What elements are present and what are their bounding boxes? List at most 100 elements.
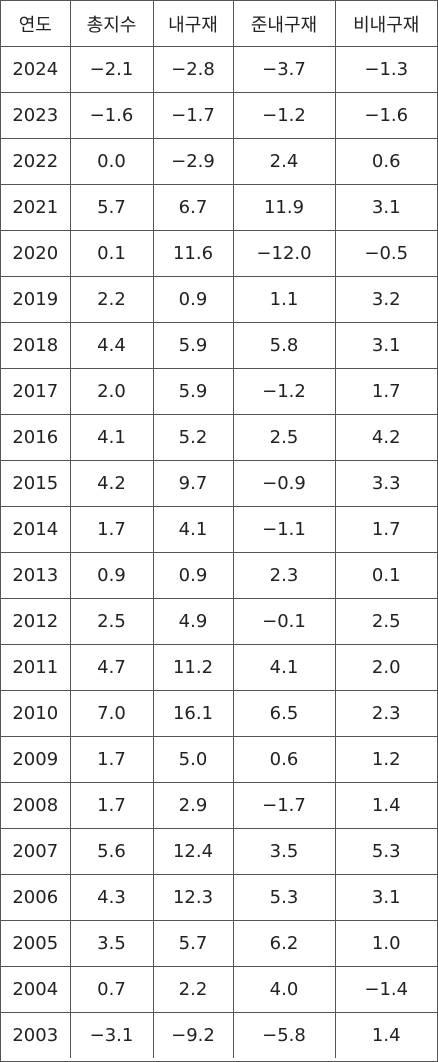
table-body: 2024 −2.1 −2.8 −3.7 −1.3 2023 −1.6 −1.7 −1.2 −1.6… bbox=[1, 46, 437, 1058]
cell-semi-durable-goods: −12.0 bbox=[232, 230, 336, 277]
cell-total-index: 2.5 bbox=[69, 598, 154, 645]
cell-total-index: 3.5 bbox=[69, 920, 154, 967]
cell-year: 2022 bbox=[1, 138, 71, 185]
table-row: 2004 0.7 2.2 4.0 −1.4 bbox=[1, 966, 437, 1013]
table-row: 2011 4.7 11.2 4.1 2.0 bbox=[1, 644, 437, 691]
cell-total-index: 0.0 bbox=[69, 138, 154, 185]
cell-semi-durable-goods: 0.6 bbox=[232, 736, 336, 783]
cell-total-index: 7.0 bbox=[69, 690, 154, 737]
cell-nondurable-goods: 1.2 bbox=[334, 736, 437, 783]
cell-year: 2004 bbox=[1, 966, 71, 1013]
cell-total-index: 2.0 bbox=[69, 368, 154, 415]
cell-year: 2020 bbox=[1, 230, 71, 277]
header-nondurable-goods: 비내구재 bbox=[334, 1, 437, 47]
cell-semi-durable-goods: 4.0 bbox=[232, 966, 336, 1013]
cell-year: 2023 bbox=[1, 92, 71, 139]
cell-durable-goods: 5.9 bbox=[152, 322, 234, 369]
cell-durable-goods: 11.6 bbox=[152, 230, 234, 277]
cell-semi-durable-goods: 11.9 bbox=[232, 184, 336, 231]
cell-year: 2012 bbox=[1, 598, 71, 645]
cell-nondurable-goods: 3.1 bbox=[334, 184, 437, 231]
cell-durable-goods: 2.9 bbox=[152, 782, 234, 829]
header-total-index: 총지수 bbox=[69, 1, 154, 47]
cell-semi-durable-goods: 2.4 bbox=[232, 138, 336, 185]
cell-total-index: −1.6 bbox=[69, 92, 154, 139]
cell-year: 2018 bbox=[1, 322, 71, 369]
table-row: 2023 −1.6 −1.7 −1.2 −1.6 bbox=[1, 92, 437, 139]
cell-durable-goods: −2.8 bbox=[152, 46, 234, 93]
cell-durable-goods: 5.7 bbox=[152, 920, 234, 967]
cell-semi-durable-goods: 5.8 bbox=[232, 322, 336, 369]
cell-semi-durable-goods: 5.3 bbox=[232, 874, 336, 921]
cell-semi-durable-goods: 2.5 bbox=[232, 414, 336, 461]
cell-total-index: 0.9 bbox=[69, 552, 154, 599]
cell-total-index: 4.1 bbox=[69, 414, 154, 461]
cell-durable-goods: 12.4 bbox=[152, 828, 234, 875]
cell-nondurable-goods: 1.4 bbox=[334, 782, 437, 829]
cell-nondurable-goods: 1.7 bbox=[334, 368, 437, 415]
cell-nondurable-goods: 2.0 bbox=[334, 644, 437, 691]
cell-nondurable-goods: 0.1 bbox=[334, 552, 437, 599]
table-row: 2010 7.0 16.1 6.5 2.3 bbox=[1, 690, 437, 737]
header-year: 연도 bbox=[1, 1, 71, 47]
table-row: 2015 4.2 9.7 −0.9 3.3 bbox=[1, 460, 437, 507]
cell-year: 2006 bbox=[1, 874, 71, 921]
cell-semi-durable-goods: 1.1 bbox=[232, 276, 336, 323]
cell-nondurable-goods: 1.4 bbox=[334, 1012, 437, 1058]
cell-durable-goods: 5.9 bbox=[152, 368, 234, 415]
cell-semi-durable-goods: −0.1 bbox=[232, 598, 336, 645]
cell-nondurable-goods: 2.5 bbox=[334, 598, 437, 645]
cell-total-index: −2.1 bbox=[69, 46, 154, 93]
cell-durable-goods: −1.7 bbox=[152, 92, 234, 139]
cell-total-index: 4.2 bbox=[69, 460, 154, 507]
table-row: 2016 4.1 5.2 2.5 4.2 bbox=[1, 414, 437, 461]
cell-semi-durable-goods: −5.8 bbox=[232, 1012, 336, 1058]
table-row: 2013 0.9 0.9 2.3 0.1 bbox=[1, 552, 437, 599]
cell-year: 2019 bbox=[1, 276, 71, 323]
cell-total-index: 5.7 bbox=[69, 184, 154, 231]
cell-durable-goods: 16.1 bbox=[152, 690, 234, 737]
cell-nondurable-goods: 3.1 bbox=[334, 322, 437, 369]
cell-durable-goods: 0.9 bbox=[152, 276, 234, 323]
table-row: 2007 5.6 12.4 3.5 5.3 bbox=[1, 828, 437, 875]
cell-year: 2017 bbox=[1, 368, 71, 415]
table-row: 2018 4.4 5.9 5.8 3.1 bbox=[1, 322, 437, 369]
cell-year: 2024 bbox=[1, 46, 71, 93]
table-row: 2017 2.0 5.9 −1.2 1.7 bbox=[1, 368, 437, 415]
cell-durable-goods: 12.3 bbox=[152, 874, 234, 921]
cell-semi-durable-goods: −1.2 bbox=[232, 368, 336, 415]
cell-total-index: 5.6 bbox=[69, 828, 154, 875]
cell-durable-goods: 6.7 bbox=[152, 184, 234, 231]
table-row: 2020 0.1 11.6 −12.0 −0.5 bbox=[1, 230, 437, 277]
table-row: 2021 5.7 6.7 11.9 3.1 bbox=[1, 184, 437, 231]
cell-nondurable-goods: 3.2 bbox=[334, 276, 437, 323]
cell-durable-goods: 2.2 bbox=[152, 966, 234, 1013]
cell-semi-durable-goods: 3.5 bbox=[232, 828, 336, 875]
cell-durable-goods: 5.2 bbox=[152, 414, 234, 461]
table-row: 2005 3.5 5.7 6.2 1.0 bbox=[1, 920, 437, 967]
cell-semi-durable-goods: 6.2 bbox=[232, 920, 336, 967]
cell-nondurable-goods: 1.0 bbox=[334, 920, 437, 967]
cell-semi-durable-goods: 6.5 bbox=[232, 690, 336, 737]
cell-total-index: 4.7 bbox=[69, 644, 154, 691]
cell-durable-goods: 4.9 bbox=[152, 598, 234, 645]
cell-nondurable-goods: 2.3 bbox=[334, 690, 437, 737]
table-row: 2024 −2.1 −2.8 −3.7 −1.3 bbox=[1, 46, 437, 93]
table-row: 2009 1.7 5.0 0.6 1.2 bbox=[1, 736, 437, 783]
cell-semi-durable-goods: −1.2 bbox=[232, 92, 336, 139]
cell-total-index: 1.7 bbox=[69, 736, 154, 783]
cell-total-index: 1.7 bbox=[69, 782, 154, 829]
cell-nondurable-goods: 0.6 bbox=[334, 138, 437, 185]
table-row: 2019 2.2 0.9 1.1 3.2 bbox=[1, 276, 437, 323]
cell-total-index: 0.1 bbox=[69, 230, 154, 277]
cell-semi-durable-goods: −0.9 bbox=[232, 460, 336, 507]
cell-semi-durable-goods: 4.1 bbox=[232, 644, 336, 691]
cell-durable-goods: −2.9 bbox=[152, 138, 234, 185]
cell-nondurable-goods: 3.3 bbox=[334, 460, 437, 507]
table-row: 2012 2.5 4.9 −0.1 2.5 bbox=[1, 598, 437, 645]
cell-year: 2007 bbox=[1, 828, 71, 875]
cell-nondurable-goods: −1.3 bbox=[334, 46, 437, 93]
cell-nondurable-goods: 4.2 bbox=[334, 414, 437, 461]
cell-nondurable-goods: 1.7 bbox=[334, 506, 437, 553]
table-row: 2022 0.0 −2.9 2.4 0.6 bbox=[1, 138, 437, 185]
